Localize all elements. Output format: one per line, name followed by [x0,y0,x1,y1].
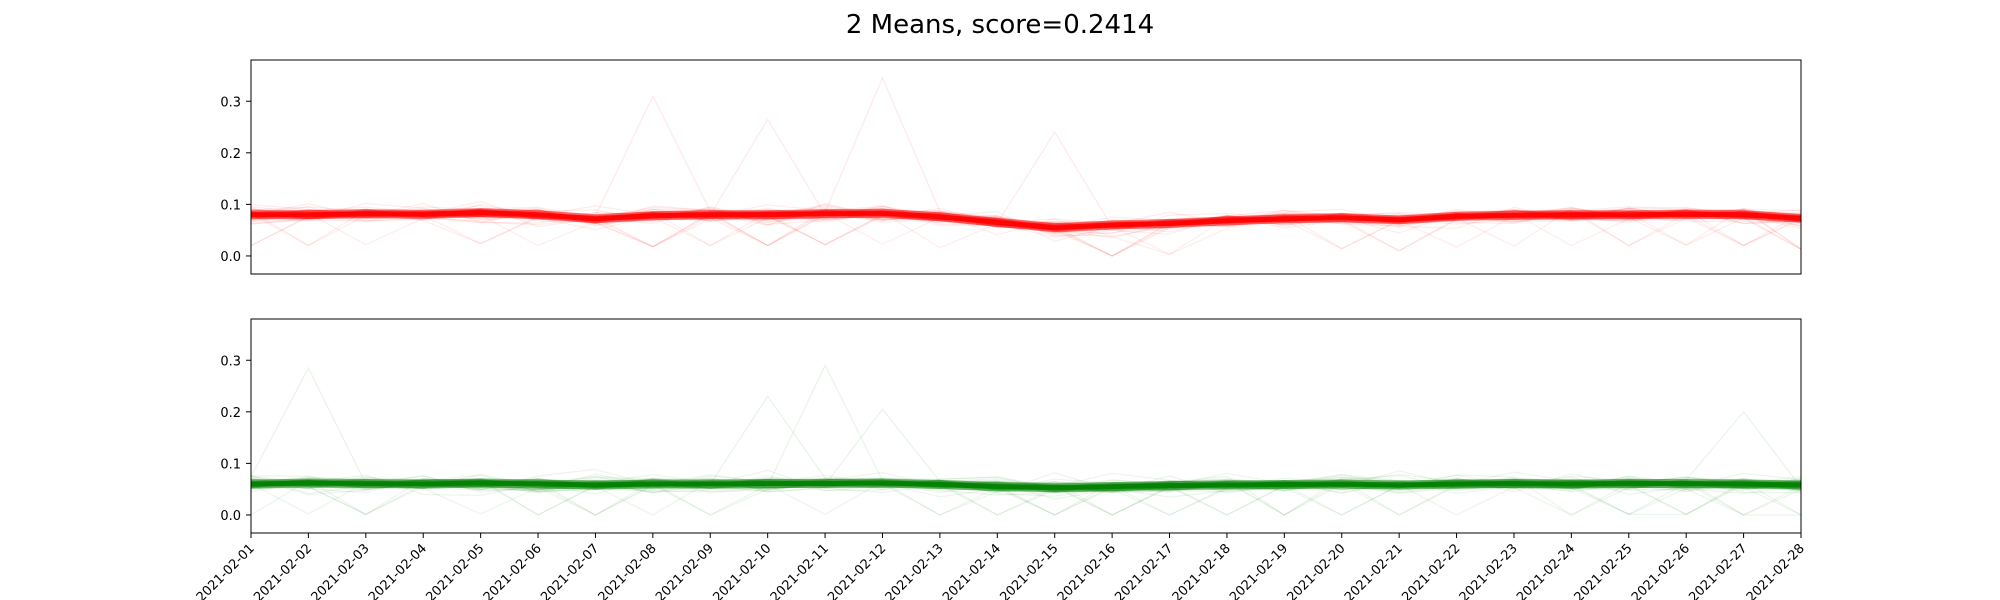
x-tick-label: 2021-02-26 [1629,541,1693,600]
x-tick-label: 2021-02-15 [997,541,1061,600]
cluster-center-line [251,210,1801,231]
y-tick-label: 0.2 [220,406,241,421]
outlier-series-line [251,76,1801,226]
outlier-series-line [251,364,1801,494]
axes-frame [250,59,1802,275]
x-tick-label: 2021-02-12 [825,541,889,600]
cluster-1-panel: 0.00.10.20.32021-02-012021-02-022021-02-… [194,318,1808,600]
x-tick-label: 2021-02-07 [538,541,602,600]
x-tick-label: 2021-02-22 [1399,541,1463,600]
x-tick-label: 2021-02-10 [710,541,774,600]
x-tick-label: 2021-02-03 [309,541,373,600]
outlier-series-line [251,366,1801,494]
x-tick-label: 2021-02-18 [1170,541,1234,600]
x-tick-label: 2021-02-24 [1514,541,1578,600]
y-tick-label: 0.1 [220,198,241,213]
cluster-0-panel: 0.0 0.1 0.2 0.3 [220,59,1802,275]
x-tick-label: 2021-02-28 [1744,541,1808,600]
y-tick-label: 0.2 [220,147,241,162]
x-tick-label: 2021-02-11 [768,541,832,600]
x-tick-label: 2021-02-16 [1055,541,1119,600]
cluster-center-line [251,480,1801,491]
x-tick-label: 2021-02-04 [366,541,430,600]
x-tick-label: 2021-02-06 [481,541,545,600]
x-tick-label: 2021-02-23 [1457,541,1521,600]
x-tick-label: 2021-02-01 [194,541,258,600]
x-tick-label: 2021-02-13 [883,541,947,600]
figure-title: 2 Means, score=0.2414 [846,10,1154,40]
y-tick-label: 0.0 [220,250,241,265]
x-tick-label: 2021-02-02 [251,541,315,600]
x-tick-label: 2021-02-19 [1227,541,1291,600]
series-lines [251,364,1801,516]
x-tick-label: 2021-02-05 [423,541,487,600]
x-tick-label: 2021-02-21 [1342,541,1406,600]
x-tick-label: 2021-02-25 [1572,541,1636,600]
axes-frame [250,318,1802,534]
y-tick-label: 0.3 [220,354,241,369]
x-tick-label: 2021-02-20 [1285,541,1349,600]
y-tick-label: 0.1 [220,457,241,472]
x-tick-label: 2021-02-08 [596,541,660,600]
x-tick-label: 2021-02-17 [1112,541,1176,600]
y-tick-label: 0.3 [220,95,241,110]
x-tick-label: 2021-02-27 [1686,541,1750,600]
series-lines [251,76,1801,257]
x-tick-label: 2021-02-14 [940,541,1004,600]
y-tick-label: 0.0 [220,509,241,524]
x-tick-label: 2021-02-09 [653,541,717,600]
